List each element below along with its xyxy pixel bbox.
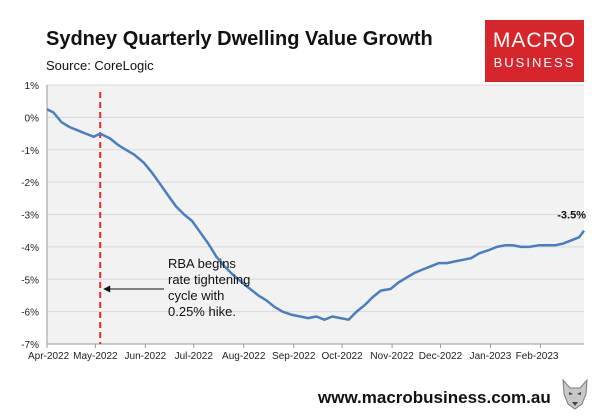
- x-tick-label: Jan-2023: [470, 351, 512, 362]
- annotation-line: RBA begins: [168, 256, 236, 271]
- x-tick-label: Feb-2023: [516, 351, 559, 362]
- logo-line-1: MACRO: [492, 29, 577, 52]
- x-tick-label: Aug-2022: [222, 351, 266, 362]
- y-tick-label: -5%: [21, 275, 39, 286]
- x-tick-label: Sep-2022: [272, 351, 316, 362]
- logo-line-2: BUSINESS: [493, 55, 576, 70]
- series-line: [46, 108, 586, 321]
- y-axis: 1% 0% -1% -2% -3% -4% -5% -6% -7%: [21, 81, 48, 351]
- end-value-label: -3.5%: [557, 210, 586, 222]
- chart-source: Source: CoreLogic: [46, 58, 154, 73]
- x-tick-label: May-2022: [73, 351, 118, 362]
- y-tick-label: -3%: [21, 211, 39, 222]
- y-tick-label: -7%: [21, 340, 39, 351]
- x-tick-label: Jun-2022: [125, 351, 167, 362]
- y-tick-label: -1%: [21, 146, 39, 157]
- chart-title: Sydney Quarterly Dwelling Value Growth: [46, 28, 433, 50]
- x-tick-label: Jul-2022: [175, 351, 214, 362]
- x-tick-label: Oct-2022: [322, 351, 364, 362]
- y-tick-label: -6%: [21, 308, 39, 319]
- annotation-line: cycle with: [168, 288, 224, 303]
- x-axis: Apr-2022 May-2022 Jun-2022 Jul-2022 Aug-2022…: [28, 343, 584, 362]
- y-tick-label: 0%: [25, 113, 40, 124]
- annotation-line: 0.25% hike.: [168, 304, 236, 319]
- footer-url: www.macrobusiness.com.au: [318, 388, 551, 407]
- wolf-icon: [562, 378, 588, 410]
- y-tick-label: 1%: [25, 81, 40, 92]
- y-tick-label: -2%: [21, 178, 39, 189]
- x-tick-label: Dec-2022: [419, 351, 463, 362]
- macrobusiness-logo: MACRO BUSINESS: [485, 20, 584, 82]
- y-tick-label: -4%: [21, 243, 39, 254]
- x-tick-label: Nov-2022: [370, 351, 414, 362]
- annotation-line: rate tightening: [168, 272, 250, 287]
- annotation-arrowhead: [103, 285, 111, 293]
- x-tick-label: Apr-2022: [28, 351, 70, 362]
